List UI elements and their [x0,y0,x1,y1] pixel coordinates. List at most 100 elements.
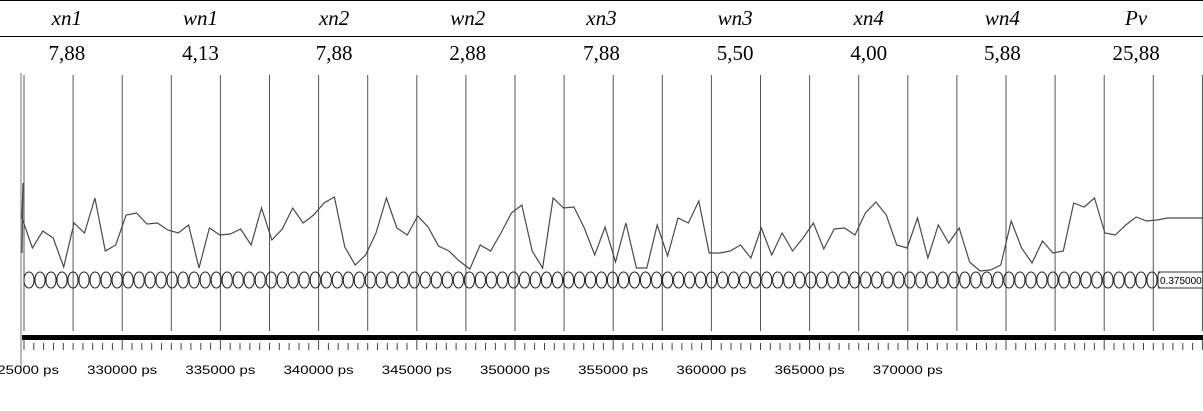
timeline-bar [22,335,1203,340]
value-wn1: 4,13 [182,41,219,65]
bus-cell [706,271,718,289]
bus-cell [122,271,134,289]
bus-cell [298,271,310,289]
bus-cell [243,271,255,289]
bus-cell [331,271,343,289]
time-axis-label: 350000 ps [480,363,550,377]
bus-cell [1003,271,1015,289]
bus-cell [970,271,982,289]
bus-cell [188,271,200,289]
value-pv: 25,88 [1112,41,1160,65]
bus-cell [210,271,222,289]
bus-cell [1036,271,1048,289]
value-xn3: 7,88 [583,41,620,65]
bus-cell [1135,271,1147,289]
time-axis-label: 335000 ps [185,363,255,377]
col-header-xn3: xn3 [534,0,669,37]
cursor-lines [20,73,1203,368]
bus-cell [221,271,233,289]
col-header-wn4: wn4 [935,0,1070,37]
bus-cell [618,271,629,289]
bus-cell [893,271,905,289]
bus-cell [805,271,817,289]
bus-cell [662,271,674,289]
bus-cell [364,271,376,289]
bus-cell [342,271,354,289]
bus-cell [45,271,57,289]
bus-cell [463,271,475,289]
time-axis-label: 355000 ps [578,363,648,377]
values-row: 7,88 4,13 7,88 2,88 7,88 5,50 4,00 5,88 … [0,37,1203,77]
bus-cell [430,271,442,289]
value-xn4: 4,00 [850,41,888,65]
bus-cell [640,271,651,289]
bus-cell [651,271,663,289]
bus-cell [948,271,960,289]
bus-cell [871,271,883,289]
bus-cell [408,271,420,289]
bus-cell [485,271,497,289]
bus-cell [397,271,409,289]
col-header-xn1: xn1 [0,0,134,37]
value-xn1: 7,88 [48,41,86,65]
col-header-wn2: wn2 [400,0,535,37]
bus-cell [419,271,431,289]
col-header-pv: Pv [1069,0,1203,37]
bus-cell [794,271,806,289]
bus-cell [507,271,519,289]
value-wn4: 5,88 [984,41,1021,65]
bus-cell [144,271,156,289]
bus-cell [959,271,971,289]
bus-cell [276,271,288,289]
bus-cell [287,271,299,289]
bus-cell [166,271,178,289]
bus-cell [695,271,707,289]
bus-cell [838,271,850,289]
bus-cell [1080,271,1092,289]
bus-cell [739,271,751,289]
bus-cell [67,271,79,289]
bus-cell [750,271,762,289]
bus-cell [496,271,508,289]
bus-cell [937,271,949,289]
bus-cell [1014,271,1026,289]
bus-cell [155,271,167,289]
bus-cell [783,271,795,289]
bus-cell [1091,271,1103,289]
bus-cell [816,271,828,289]
header-row: xn1 wn1 xn2 wn2 xn3 wn3 xn4 wn4 Pv [0,0,1203,37]
bus-cell [353,271,365,289]
waveform-view: 0.375000 325000 ps 330000 ps 335000 ps 3400… [0,73,1203,377]
bus-cell [232,271,244,289]
bus-cell [915,271,927,289]
value-wn2: 2,88 [449,41,487,65]
bus-cell [386,271,398,289]
bus-cell [761,271,773,289]
bus-cell [1025,271,1037,289]
bus-cell [728,271,740,289]
time-axis-ticks [23,339,1203,350]
bus-cell [585,271,596,289]
bus-cell [375,271,387,289]
time-axis-label: 370000 ps [873,363,943,377]
bus-cell [1058,271,1070,289]
bus-cell [452,271,464,289]
bus-cell [254,271,266,289]
bus-cell [1146,271,1158,289]
col-header-wn1: wn1 [133,0,268,37]
time-axis-label: 340000 ps [284,363,354,377]
bus-cell [133,271,145,289]
bus-cell [574,271,585,289]
bus-cell [882,271,894,289]
results-table-container: xn1 wn1 xn2 wn2 xn3 wn3 xn4 wn4 Pv 7,88 … [0,0,1203,72]
bus-cell [981,271,993,289]
bus-cell [78,271,90,289]
bus-cell [772,271,784,289]
bus-value-label: 0.375000 [1160,276,1202,287]
bus-cell [309,271,321,289]
bus-signal-row [23,271,1203,289]
time-axis-labels: 325000 ps 330000 ps 335000 ps 340000 ps 3450… [0,363,943,377]
col-header-wn3: wn3 [668,0,802,37]
bus-cell [265,271,277,289]
bus-cell [860,271,872,289]
